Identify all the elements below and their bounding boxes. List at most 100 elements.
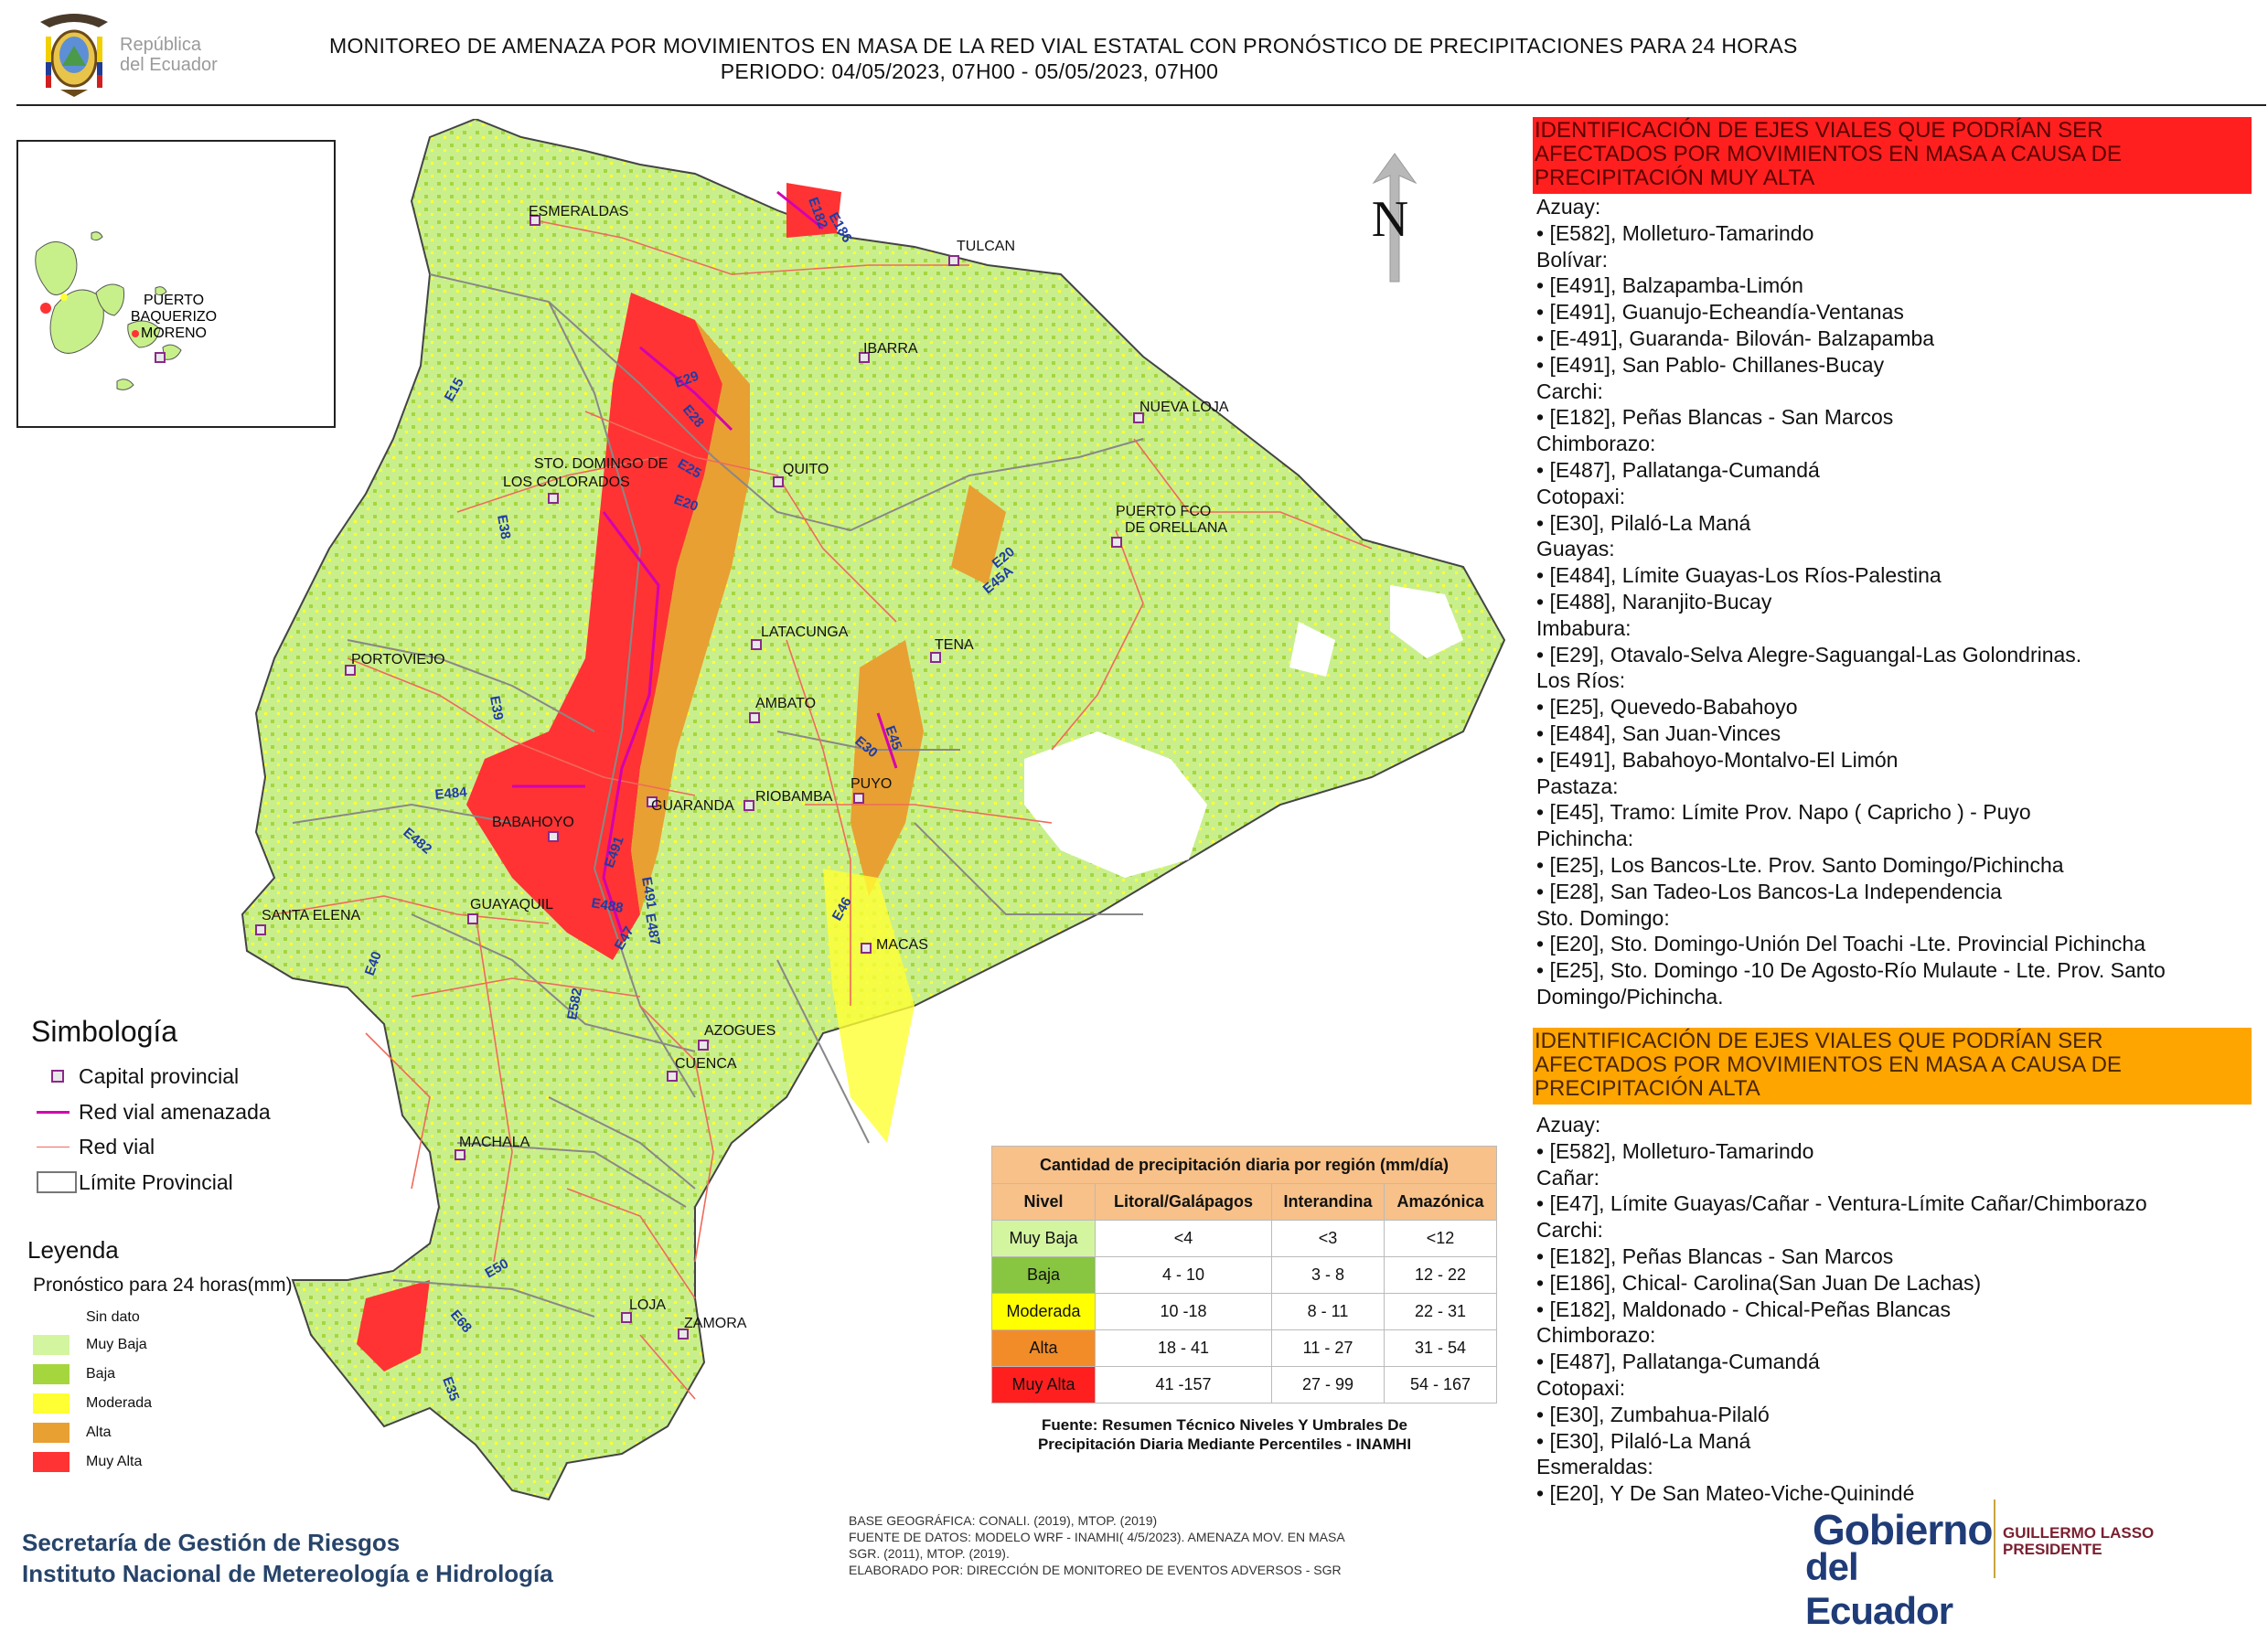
city-label-puyo: PUYO — [850, 776, 892, 792]
road-list-item: • [E30], Pilaló-La Maná — [1536, 510, 1751, 535]
north-arrow-icon: N — [1372, 153, 1418, 283]
road-list-item: • [E484], San Juan-Vinces — [1536, 720, 1781, 745]
legend-swatch-sin-dato — [33, 1307, 70, 1328]
road-label-e582: E582 — [564, 987, 585, 1020]
capital-marker-quito — [773, 476, 784, 487]
capital-marker-nueva-loja — [1133, 412, 1144, 423]
provincial-boundary — [292, 273, 1144, 1318]
ecuador-coat-of-arms-icon — [40, 14, 108, 97]
muy-alta-heading: IDENTIFICACIÓN DE EJES VIALES QUE PODRÍA… — [1533, 117, 2252, 194]
inset-label-line-3: MORENO — [141, 326, 207, 341]
road-list-item: • [E30], Pilaló-La Maná — [1536, 1428, 1751, 1453]
symbology-threatened-road: Red vial amenazada — [37, 1096, 271, 1127]
galapagos-islands: PUERTO BAQUERIZO MORENO — [35, 231, 217, 390]
province-label: Chimborazo: — [1536, 432, 1656, 456]
logo-divider — [1994, 1500, 1995, 1578]
city-label-sto-domingo-2: LOS COLORADOS — [503, 475, 630, 490]
capital-markers — [255, 215, 1144, 1339]
alta-zone — [850, 640, 924, 896]
road-list-item: • [E25], Los Bancos-Lte. Prov. Santo Dom… — [1536, 852, 2064, 877]
province-label: Carchi: — [1536, 1218, 1603, 1243]
city-label-latacunga: LATACUNGA — [761, 624, 849, 640]
title-line-1: MONITOREO DE AMENAZA POR MOVIMIENTOS EN … — [329, 34, 1798, 58]
road-list-item: • [E582], Molleturo-Tamarindo — [1536, 1138, 1814, 1163]
moderada-zone — [823, 869, 915, 1143]
ecuador-map: ESMERALDAS TULCAN IBARRA NUEVA LOJA STO.… — [241, 119, 1506, 1501]
table-header-amazonica: Amazónica — [1384, 1183, 1497, 1221]
city-label-machala: MACHALA — [459, 1135, 530, 1150]
city-label-ibarra: IBARRA — [863, 341, 918, 357]
president-label: GUILLERMO LASSO PRESIDENTE — [2003, 1524, 2155, 1558]
capital-marker-tulcan — [948, 255, 959, 266]
city-label-orellana-1: PUERTO FCO — [1116, 504, 1211, 519]
capital-marker-loja — [621, 1312, 632, 1323]
legend-title: Leyenda — [27, 1236, 119, 1264]
province-label: Bolívar: — [1536, 247, 1608, 272]
alta-road-list: Azuay: • [E582], Molleturo-Tamarindo Cañar… — [1536, 1112, 2259, 1507]
capital-marker-sto-domingo — [548, 493, 559, 504]
road-list-item: • [E491], San Pablo- Chillanes-Bucay — [1536, 352, 1885, 377]
alta-zone — [951, 485, 1006, 585]
symbology-capital: Capital provincial — [37, 1061, 239, 1092]
city-label-sto-domingo-1: STO. DOMINGO DE — [534, 456, 668, 472]
capital-marker-machala — [455, 1149, 465, 1160]
capital-marker-orellana — [1111, 537, 1122, 548]
table-row: Alta 18 - 41 11 - 27 31 - 54 — [991, 1329, 1497, 1367]
capital-marker-esmeraldas — [530, 215, 540, 226]
road-list-item: • [E182], Peñas Blancas - San Marcos — [1536, 1243, 1894, 1268]
legend-baja: Baja — [33, 1362, 115, 1386]
capital-marker-babahoyo — [548, 831, 559, 842]
muy-alta-zone — [786, 183, 841, 238]
road-list-item: • [E182], Maldonado - Chical-Peñas Blanc… — [1536, 1297, 1951, 1321]
capital-marker-cuenca — [667, 1071, 678, 1082]
capital-marker-ibarra — [859, 352, 870, 363]
road-list-item: • [E47], Límite Guayas/Cañar - Ventura-L… — [1536, 1191, 2147, 1216]
road-list-item: • [E-491], Guaranda- Bilován- Balzapamba — [1536, 326, 1935, 350]
capital-marker-guaranda — [647, 796, 658, 807]
precipitation-table-title: Cantidad de precipitación diaria por reg… — [991, 1146, 1497, 1184]
page-title: MONITOREO DE AMENAZA POR MOVIMIENTOS EN … — [329, 33, 1798, 84]
legend-swatch-muy-alta — [33, 1452, 70, 1472]
province-label: Guayas: — [1536, 537, 1615, 561]
legend-swatch-baja — [33, 1364, 70, 1384]
title-line-2: PERIODO: 04/05/2023, 07H00 - 05/05/2023,… — [720, 59, 1219, 83]
no-data-area — [1390, 585, 1463, 658]
road-list-item: • [E582], Molleturo-Tamarindo — [1536, 220, 1814, 245]
table-source: Fuente: Resumen Técnico Niveles Y Umbral… — [1037, 1416, 1412, 1453]
legend-sin-dato: Sin dato — [33, 1306, 140, 1329]
capital-marker-portoviejo — [345, 665, 356, 676]
north-label: N — [1372, 191, 1408, 248]
province-label: Imbabura: — [1536, 615, 1631, 640]
symbology-boundary-label: Límite Provincial — [79, 1169, 233, 1194]
road-list-item: • [E491], Guanujo-Echeandía-Ventanas — [1536, 300, 1904, 325]
road-label-e484: E484 — [434, 784, 468, 803]
org-inamhi: Instituto Nacional de Metereología e Hid… — [22, 1560, 553, 1587]
road-list-item: • [E20], Y De San Mateo-Viche-Quinindé — [1536, 1481, 1915, 1506]
legend-swatch-muy-baja — [33, 1335, 70, 1355]
city-label-riobamba: RIOBAMBA — [755, 789, 833, 805]
inset-label-line-1: PUERTO — [144, 293, 204, 308]
road-list-item: • [E182], Peñas Blancas - San Marcos — [1536, 405, 1894, 430]
muy-alta-road-list: Azuay: • [E582], Molleturo-Tamarindo Bolív… — [1536, 194, 2259, 1010]
city-label-esmeraldas: ESMERALDAS — [529, 204, 628, 219]
road-list-item: • [E491], Babahoyo-Montalvo-El Limón — [1536, 747, 1899, 772]
legend-swatch-alta — [33, 1423, 70, 1443]
capital-marker-azogues — [698, 1040, 709, 1051]
capital-marker-puyo — [853, 793, 864, 804]
legend-muy-alta: Muy Alta — [33, 1450, 142, 1474]
symbology-road-label: Red vial — [79, 1134, 155, 1158]
road-label-e488: E488 — [590, 895, 624, 916]
legend-muy-baja: Muy Baja — [33, 1333, 147, 1357]
capital-marker-zamora — [678, 1329, 689, 1339]
alta-zone — [357, 1280, 430, 1372]
road-list-item: • [E30], Zumbahua-Pilaló — [1536, 1402, 1770, 1426]
road-list-item: • [E186], Chical- Carolina(San Juan De L… — [1536, 1270, 1982, 1295]
city-label-guaranda: GUARANDA — [651, 798, 734, 814]
logo-text: República del Ecuador — [120, 35, 218, 75]
alta-heading: IDENTIFICACIÓN DE EJES VIALES QUE PODRÍA… — [1533, 1028, 2252, 1105]
gobierno-ecuador-logo: Gobierno del Ecuador — [1805, 1506, 1993, 1632]
road-list-item: • [E488], Naranjito-Bucay — [1536, 589, 1772, 614]
province-label: Los Ríos: — [1536, 668, 1626, 693]
province-label: Cotopaxi: — [1536, 1375, 1626, 1400]
road-list-item: • [E25], Sto. Domingo -10 De Agosto-Río … — [1536, 958, 2166, 983]
